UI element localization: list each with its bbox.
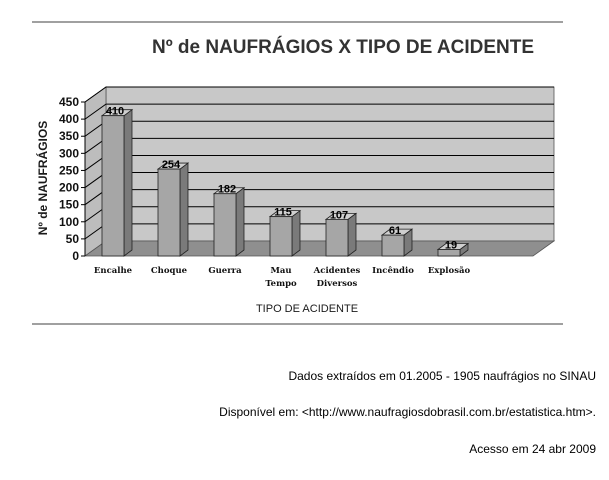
data-label: 182 [218, 184, 236, 196]
data-label: 107 [330, 209, 348, 221]
y-tick-label: 100 [59, 215, 79, 229]
y-tick-label: 0 [72, 249, 79, 263]
x-axis-label: TIPO DE ACIDENTE [256, 303, 358, 315]
y-axis-label: Nº de NAUFRÁGIOS [35, 121, 50, 235]
chart-title: Nº de NAUFRÁGIOS X TIPO DE ACIDENTE [152, 36, 534, 58]
x-tick-label: Guerra [208, 266, 242, 276]
data-label: 19 [445, 239, 457, 251]
x-tick-label: Acidentes Diversos [313, 266, 361, 289]
x-tick-label: Explosão [428, 265, 471, 276]
gridline [84, 103, 554, 120]
y-tick-label: 50 [66, 232, 80, 246]
x-tick-label: Mau Tempo [265, 266, 297, 289]
y-tick-label: 250 [59, 163, 79, 177]
bar [101, 115, 125, 257]
data-label: 115 [274, 207, 292, 219]
bar [213, 193, 237, 257]
bar [269, 216, 293, 257]
plot-area: 0 50 100 150 200 250 300 350 400 450 410 Encalhe 254… [59, 86, 556, 289]
y-tick-label: 150 [59, 198, 79, 212]
y-tick-label: 450 [59, 95, 79, 109]
data-label: 254 [162, 159, 181, 171]
top-rule [32, 21, 563, 23]
bottom-rule [32, 323, 563, 325]
y-tick-label: 350 [59, 129, 79, 143]
x-tick-label: Encalhe [94, 266, 133, 276]
data-label: 410 [106, 106, 124, 118]
x-tick-label: Incêndio [372, 265, 414, 276]
bar [381, 234, 405, 257]
bar [325, 218, 349, 257]
floor [83, 240, 556, 257]
source-note: Dados extraídos em 01.2005 - 1905 naufrá… [288, 369, 596, 383]
bar-side [179, 162, 189, 257]
bar [157, 168, 181, 257]
access-date-note: Acesso em 24 abr 2009 [469, 442, 596, 456]
x-tick-label: Choque [151, 266, 188, 276]
availability-note: Disponível em: <http://www.naufragiosdob… [219, 405, 596, 419]
bar-side [291, 209, 301, 257]
y-tick-label: 300 [59, 146, 79, 160]
data-label: 61 [389, 225, 401, 237]
bar-side [347, 212, 357, 257]
y-tick-label: 400 [59, 112, 79, 126]
bar [437, 249, 461, 257]
bar-side [235, 186, 245, 257]
y-tick-label: 200 [59, 181, 79, 195]
gridline [84, 86, 554, 103]
bar-side [123, 108, 133, 257]
